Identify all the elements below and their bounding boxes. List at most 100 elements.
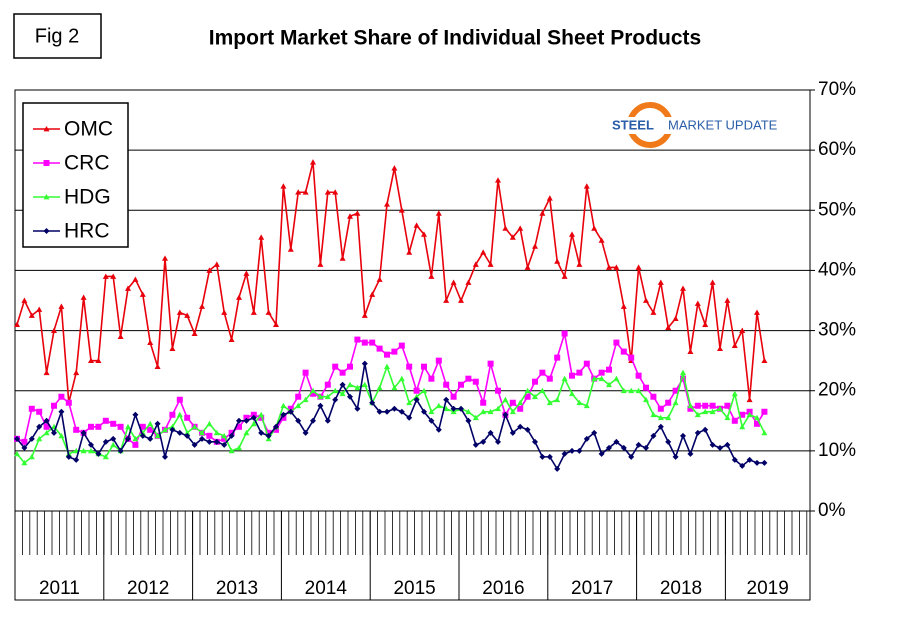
y-tick-label: 20%	[818, 380, 856, 401]
marker	[206, 432, 213, 439]
marker	[102, 417, 109, 424]
marker	[680, 369, 686, 376]
marker	[339, 255, 346, 261]
y-tick-label: 50%	[818, 199, 856, 220]
marker	[280, 414, 287, 421]
marker	[657, 423, 664, 430]
marker	[258, 429, 265, 436]
y-tick-label: 10%	[818, 440, 856, 461]
marker	[139, 291, 146, 297]
marker	[376, 276, 383, 282]
marker	[199, 429, 205, 436]
marker	[406, 249, 413, 255]
marker	[354, 384, 361, 391]
marker	[687, 405, 694, 412]
marker	[465, 375, 472, 382]
marker	[43, 429, 50, 436]
marker	[369, 399, 376, 406]
marker	[495, 438, 501, 445]
marker	[724, 441, 731, 448]
marker	[657, 405, 664, 412]
marker	[287, 405, 294, 412]
marker	[450, 279, 457, 285]
marker	[376, 345, 383, 352]
marker	[517, 405, 524, 412]
marker	[502, 225, 509, 231]
marker	[635, 441, 642, 448]
marker	[250, 309, 257, 315]
marker	[583, 183, 590, 189]
marker	[117, 423, 124, 430]
marker	[472, 378, 479, 385]
marker	[287, 246, 294, 252]
marker	[746, 408, 753, 415]
marker	[702, 408, 709, 415]
marker	[443, 381, 450, 388]
marker	[132, 411, 139, 418]
marker	[709, 441, 716, 448]
marker	[539, 210, 546, 216]
marker	[28, 435, 35, 442]
marker	[347, 363, 353, 370]
marker	[746, 411, 753, 418]
marker	[561, 375, 568, 382]
marker	[21, 438, 28, 445]
marker	[139, 432, 146, 439]
marker	[347, 213, 353, 219]
marker	[569, 372, 575, 379]
marker	[665, 438, 672, 445]
marker	[73, 426, 80, 433]
marker	[361, 381, 368, 388]
marker	[236, 444, 242, 451]
marker	[687, 450, 694, 457]
marker	[273, 321, 279, 327]
marker	[754, 309, 760, 315]
marker	[598, 375, 605, 382]
marker	[517, 423, 524, 430]
legend-label: HDG	[64, 186, 111, 209]
marker	[95, 357, 102, 364]
marker	[191, 441, 198, 448]
legend-label: CRC	[64, 152, 110, 175]
marker	[36, 435, 43, 442]
x-tick-label: 2013	[216, 578, 258, 599]
marker	[250, 411, 257, 418]
marker	[650, 432, 657, 439]
marker	[162, 426, 168, 433]
marker	[58, 303, 65, 309]
marker	[332, 363, 339, 370]
marker	[554, 258, 561, 264]
marker	[428, 273, 435, 279]
marker	[28, 405, 35, 412]
marker	[465, 408, 472, 415]
marker	[147, 426, 154, 433]
marker	[687, 348, 694, 355]
marker	[532, 243, 538, 249]
marker	[65, 399, 72, 406]
marker	[472, 441, 479, 448]
marker	[102, 273, 109, 279]
marker	[472, 261, 479, 267]
marker	[643, 297, 649, 303]
marker	[635, 387, 642, 394]
marker	[680, 432, 686, 439]
marker	[169, 411, 176, 418]
marker	[643, 444, 649, 451]
marker	[258, 411, 265, 418]
marker	[472, 414, 479, 421]
marker	[391, 165, 398, 171]
marker	[665, 324, 672, 330]
marker	[14, 435, 20, 442]
marker	[406, 363, 413, 370]
marker	[184, 312, 191, 318]
marker	[443, 297, 450, 303]
marker	[702, 426, 709, 433]
marker	[569, 231, 575, 237]
marker	[317, 261, 324, 267]
marker	[398, 207, 405, 213]
marker	[620, 348, 627, 355]
marker	[347, 381, 353, 388]
x-tick-label: 2014	[305, 578, 348, 599]
marker	[458, 405, 464, 412]
marker	[650, 309, 657, 315]
